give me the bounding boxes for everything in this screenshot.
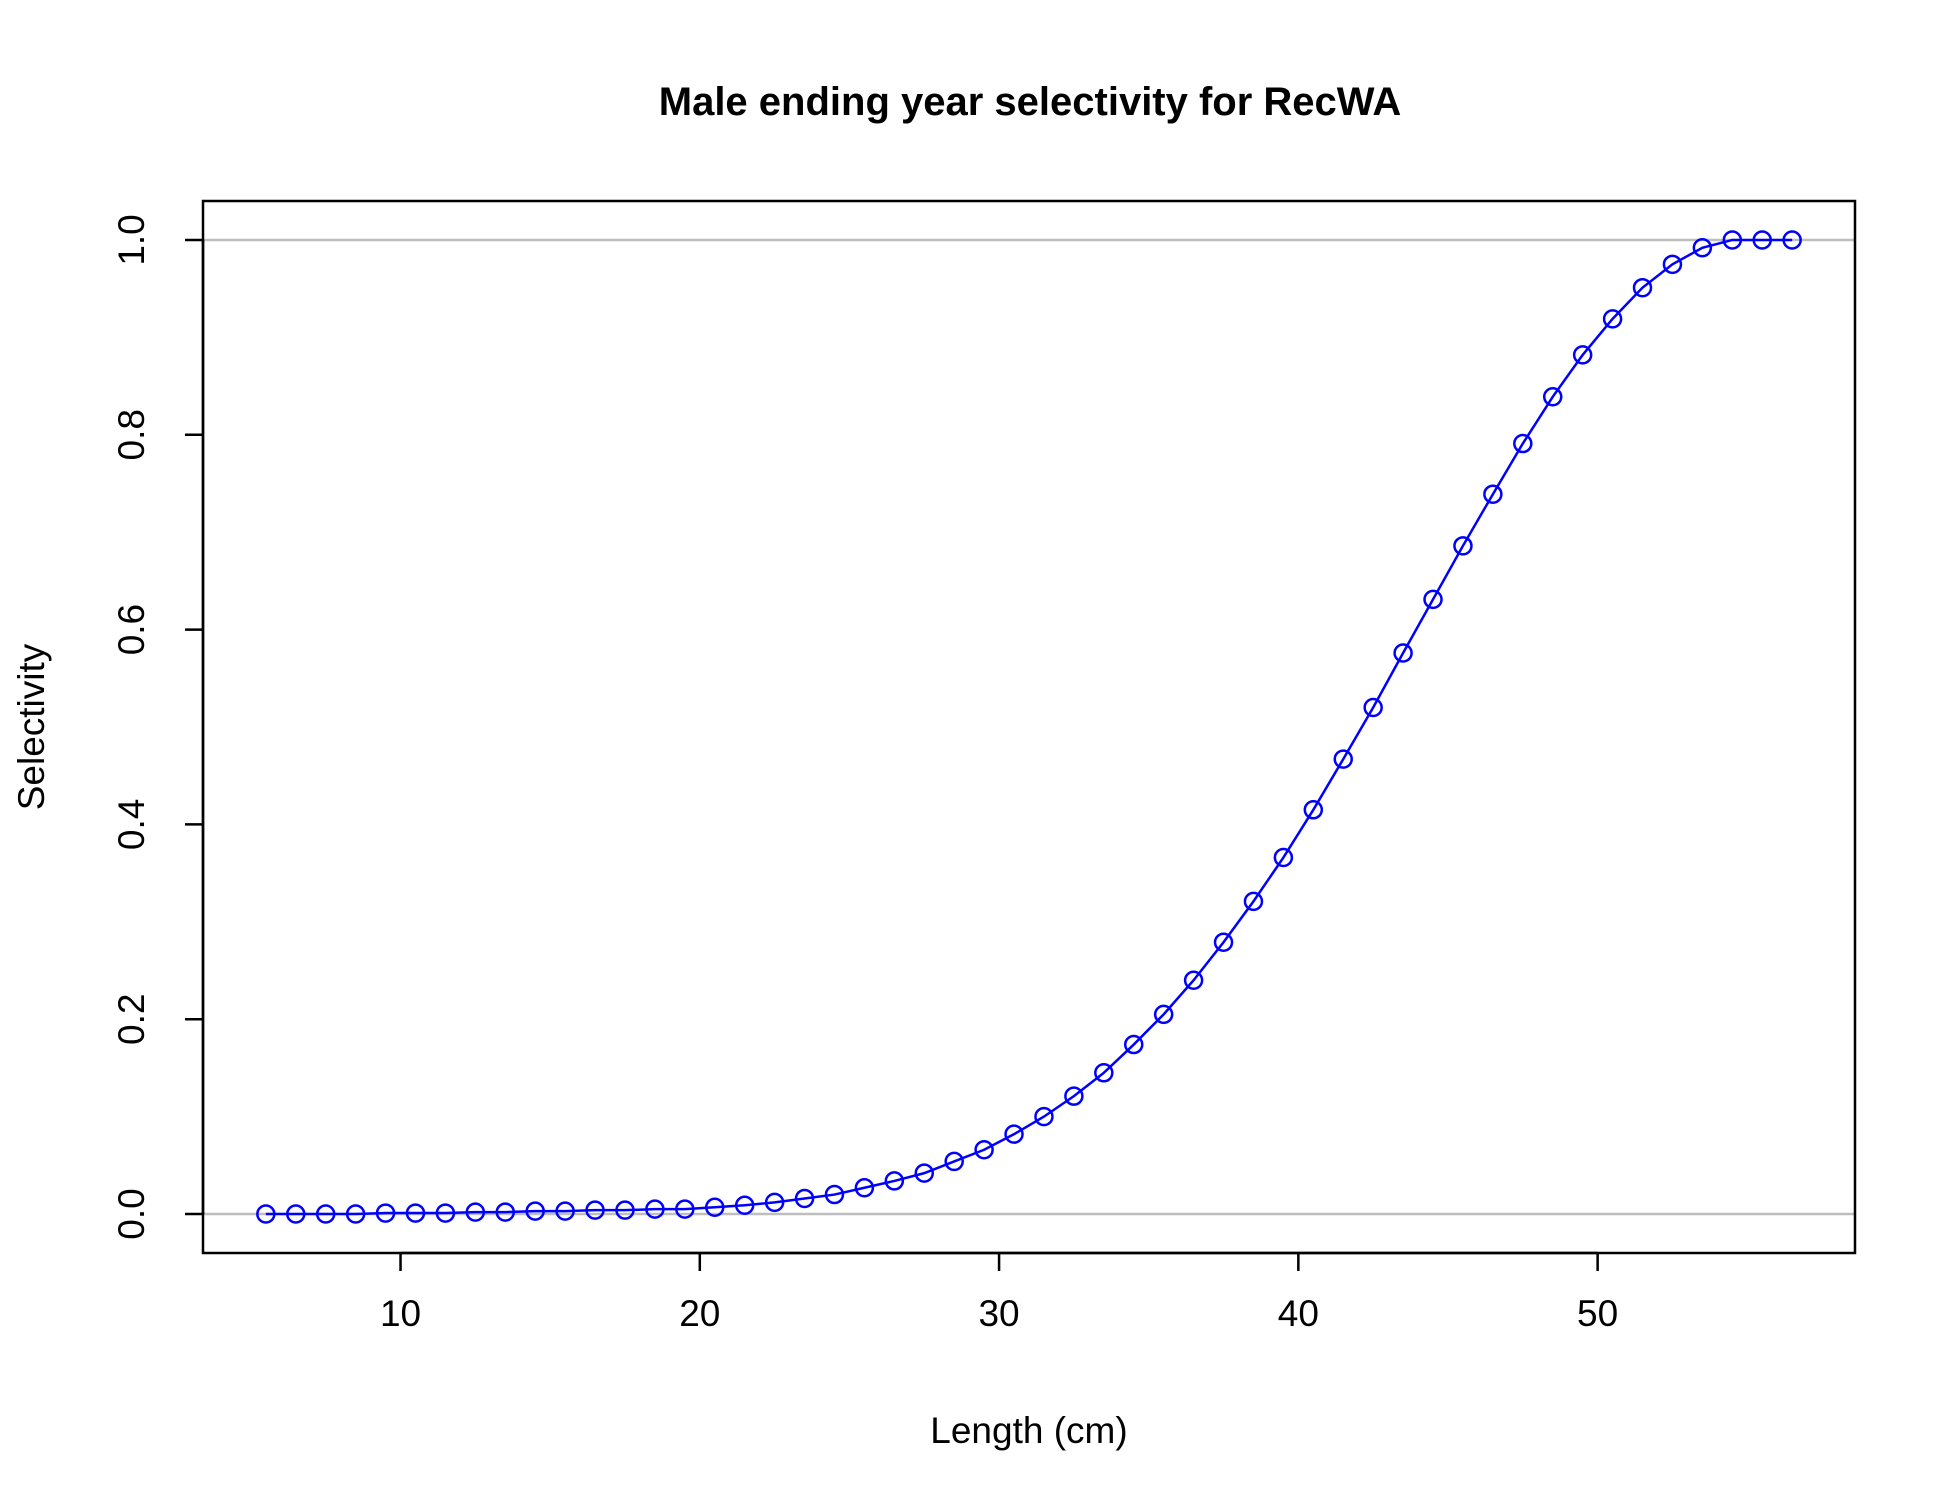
series-line-group bbox=[265, 238, 1793, 1216]
series-line bbox=[265, 238, 1793, 1216]
data-point bbox=[944, 1151, 964, 1172]
data-point bbox=[1213, 932, 1234, 953]
data-point bbox=[1273, 847, 1294, 868]
data-point bbox=[256, 1204, 276, 1224]
x-tick-label: 10 bbox=[380, 1293, 421, 1334]
data-point bbox=[1752, 230, 1772, 250]
data-point bbox=[675, 1199, 695, 1219]
x-axis-label: Length (cm) bbox=[930, 1410, 1127, 1451]
chart-title: Male ending year selectivity for RecWA bbox=[659, 80, 1401, 124]
x-tick-label: 30 bbox=[978, 1293, 1019, 1334]
data-point bbox=[375, 1203, 396, 1223]
data-point bbox=[286, 1204, 306, 1224]
data-point bbox=[315, 1204, 336, 1224]
x-axis: 10 20 30 40 50 bbox=[380, 1251, 1618, 1334]
x-tick-label: 40 bbox=[1278, 1293, 1319, 1334]
data-point bbox=[974, 1139, 994, 1160]
data-point bbox=[495, 1202, 516, 1222]
data-point bbox=[1513, 433, 1533, 454]
data-point bbox=[1483, 484, 1503, 504]
data-point bbox=[525, 1201, 545, 1221]
y-tick-label: 0.2 bbox=[111, 994, 152, 1045]
data-point bbox=[1004, 1124, 1024, 1144]
y-tick-label: 0.4 bbox=[111, 799, 152, 850]
data-point bbox=[1782, 230, 1802, 250]
data-point bbox=[1243, 891, 1264, 912]
data-point bbox=[824, 1184, 845, 1205]
data-point bbox=[884, 1171, 905, 1191]
y-tick-label: 0.0 bbox=[111, 1188, 152, 1239]
y-tick-label: 0.8 bbox=[111, 409, 152, 460]
y-tick-label: 1.0 bbox=[111, 214, 152, 265]
data-point bbox=[734, 1195, 755, 1216]
data-point bbox=[764, 1192, 785, 1213]
data-point bbox=[914, 1163, 935, 1183]
data-point bbox=[405, 1203, 426, 1223]
data-point bbox=[1572, 345, 1593, 365]
data-point bbox=[1692, 238, 1713, 258]
data-point bbox=[1303, 800, 1324, 820]
data-point bbox=[1183, 970, 1204, 991]
data-point bbox=[1333, 749, 1353, 769]
data-point bbox=[1153, 1004, 1174, 1025]
data-point bbox=[615, 1200, 635, 1220]
data-point bbox=[1423, 589, 1443, 610]
data-point bbox=[794, 1188, 815, 1209]
data-point bbox=[645, 1199, 665, 1219]
y-tick-label: 0.6 bbox=[111, 604, 152, 655]
data-point bbox=[854, 1177, 875, 1198]
data-point bbox=[1722, 230, 1743, 250]
data-point bbox=[465, 1202, 486, 1222]
data-point bbox=[1064, 1086, 1084, 1106]
data-point bbox=[1094, 1063, 1114, 1083]
data-point bbox=[1034, 1106, 1054, 1127]
y-axis: 0.0 0.2 0.4 0.6 0.8 1.0 bbox=[111, 214, 205, 1240]
data-point bbox=[585, 1200, 605, 1220]
data-point bbox=[555, 1201, 575, 1221]
data-point bbox=[1602, 309, 1623, 329]
y-axis-label: Selectivity bbox=[11, 643, 52, 810]
data-point bbox=[1123, 1034, 1144, 1055]
data-point bbox=[1363, 697, 1383, 718]
reference-lines bbox=[203, 238, 1855, 1216]
data-points bbox=[256, 230, 1802, 1224]
x-tick-label: 20 bbox=[679, 1293, 720, 1334]
data-point bbox=[435, 1203, 456, 1223]
data-point bbox=[345, 1204, 366, 1224]
data-point bbox=[1542, 387, 1563, 407]
plot-area-border bbox=[201, 199, 1857, 1255]
data-point bbox=[1632, 277, 1653, 298]
data-point bbox=[1453, 536, 1473, 556]
x-tick-label: 50 bbox=[1577, 1293, 1618, 1334]
data-point bbox=[1393, 643, 1413, 663]
data-point bbox=[1662, 254, 1683, 275]
data-point bbox=[705, 1197, 725, 1217]
